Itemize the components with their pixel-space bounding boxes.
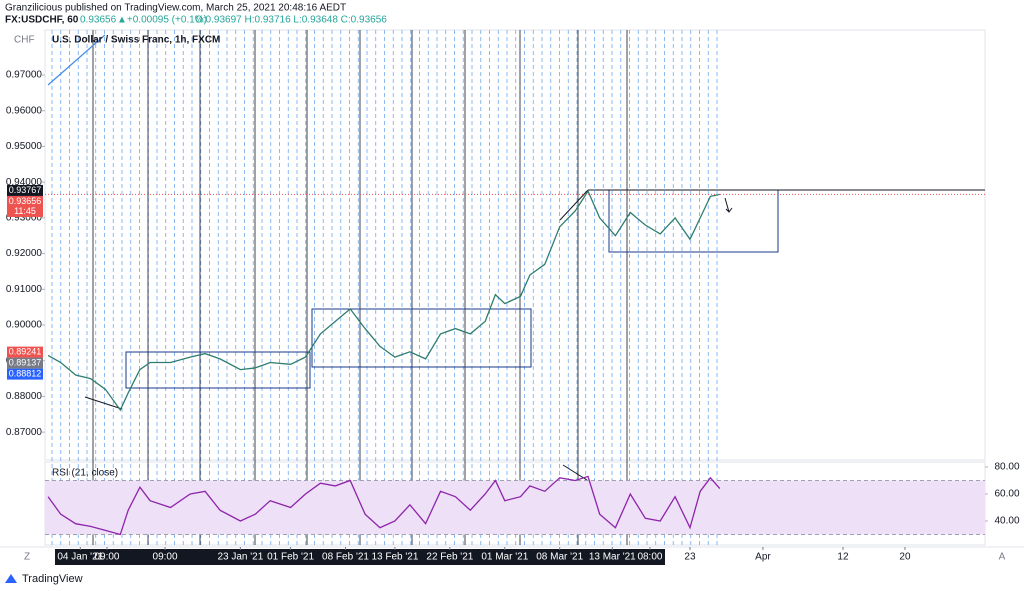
x-tick-label: 23 <box>684 552 696 563</box>
range-box <box>125 351 311 389</box>
y-tick-label: 0.97000 <box>6 70 43 81</box>
price-label-bg <box>7 357 43 369</box>
y-tick-label: 40.00 <box>994 516 1019 527</box>
drawings <box>51 30 718 545</box>
logo <box>5 574 17 583</box>
price-label-bg <box>7 368 43 380</box>
rsi-title: RSI (21, close) <box>52 468 118 479</box>
y-tick-label: 0.96000 <box>6 105 43 116</box>
price-label: 0.93656 <box>9 196 42 206</box>
price-label: 0.93767 <box>9 185 42 195</box>
rsi-band <box>45 480 985 535</box>
range-box <box>311 308 532 368</box>
symbol: FX:USDCHF, 60 <box>5 15 79 26</box>
x-tick-label: 09:00 <box>153 552 178 563</box>
rsi-line <box>47 475 721 536</box>
trend-line <box>84 396 123 410</box>
scale-button[interactable]: Z <box>24 552 30 563</box>
x-tick-label: 23 Jan '21 <box>217 552 263 563</box>
brand: TradingView <box>22 573 83 585</box>
price-label: 0.88812 <box>9 368 42 378</box>
y-tick-label: 0.93000 <box>6 212 43 223</box>
y-tick-label: 60.00 <box>994 489 1019 500</box>
trend-line <box>47 34 106 86</box>
currency: CHF <box>14 35 35 46</box>
x-tick-label: 13 Feb '21 <box>371 552 418 563</box>
last-price: 0.93656 <box>80 15 117 26</box>
price-line <box>47 189 720 412</box>
arrow <box>724 197 733 213</box>
y-tick-label: 0.91000 <box>6 284 43 295</box>
x-tick-label: 13 Mar '21 <box>589 552 636 563</box>
change: ▲+0.00095 (+0.1%) <box>117 15 207 26</box>
x-tick-label: Apr <box>755 552 771 563</box>
scale-button[interactable]: A <box>999 552 1006 563</box>
price-label-bg <box>7 195 43 207</box>
x-tick-label: 01 Mar '21 <box>481 552 528 563</box>
x-tick-label: 08:00 <box>637 552 662 563</box>
x-tick-label: 20 <box>899 552 911 563</box>
y-tick-label: 0.94000 <box>6 177 43 188</box>
y-tick-label: 0.92000 <box>6 248 43 259</box>
y-tick-label: 0.87000 <box>6 427 43 438</box>
y-tick-label: 0.88000 <box>6 391 43 402</box>
x-tick-label: 08 Feb '21 <box>322 552 369 563</box>
y-tick-label: 0.90000 <box>6 320 43 331</box>
x-tick-label: 09:00 <box>94 552 119 563</box>
chart-title: U.S. Dollar / Swiss Franc, 1h, FXCM <box>52 35 220 46</box>
y-tick-label: 80.00 <box>994 462 1019 473</box>
price-label-bg <box>7 346 43 358</box>
trend-line <box>559 189 589 221</box>
ohlc: O:0.93697 H:0.93716 L:0.93648 C:0.93656 <box>195 15 387 26</box>
selected-range <box>55 549 665 565</box>
price-label: 0.89241 <box>9 346 42 356</box>
x-tick-label: 12 <box>837 552 849 563</box>
author-line: Granzilicious published on TradingView.c… <box>5 3 346 14</box>
x-tick-label: 08 Mar '21 <box>536 552 583 563</box>
y-tick-label: 0.95000 <box>6 141 43 152</box>
countdown-bg <box>7 205 43 217</box>
x-tick-label: 04 Jan '21 <box>57 552 103 563</box>
x-tick-label: 01 Feb '21 <box>267 552 314 563</box>
price-pane <box>44 29 986 461</box>
countdown: 11:45 <box>14 206 36 216</box>
price-label: 0.89137 <box>9 357 42 367</box>
x-tick-label: 22 Feb '21 <box>426 552 473 563</box>
price-label-bg <box>7 184 43 196</box>
